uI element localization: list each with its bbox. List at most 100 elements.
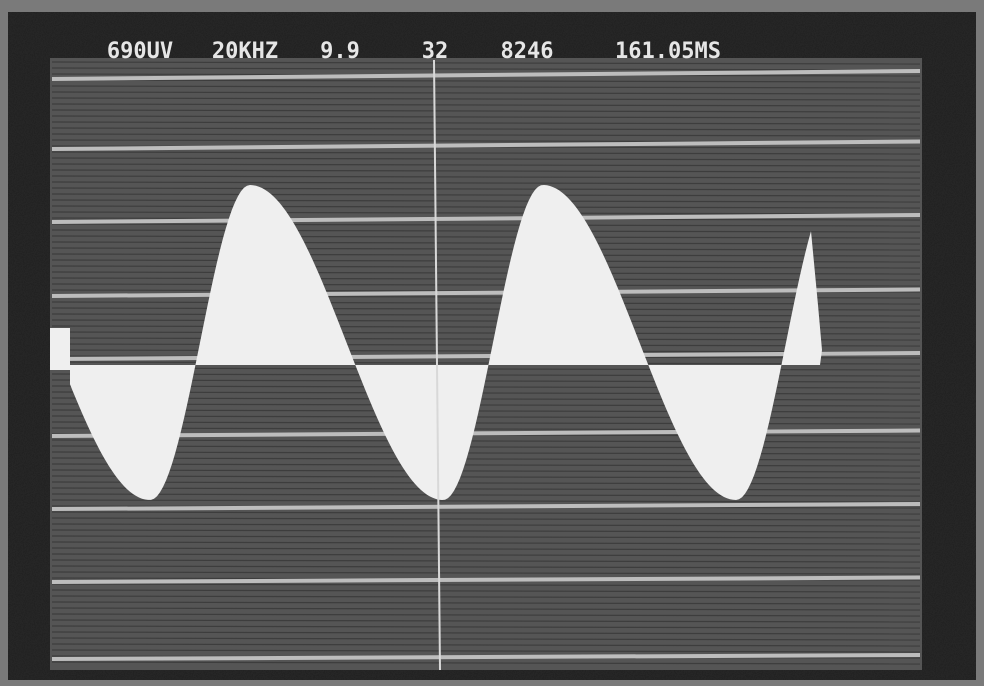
scan-line: [51, 559, 921, 563]
scan-line: [51, 283, 921, 287]
scan-line: [51, 445, 921, 449]
scan-line: [51, 325, 921, 329]
readout-value: 9.9: [320, 39, 360, 64]
scan-line: [51, 97, 921, 101]
scan-line: [51, 625, 921, 629]
graticule-line: [51, 139, 921, 151]
scan-line: [51, 349, 921, 353]
scan-line: [51, 169, 921, 173]
scan-line: [51, 523, 921, 527]
scan-line: [51, 157, 921, 161]
scan-line: [51, 475, 921, 479]
scan-line: [51, 301, 921, 305]
scan-line: [51, 253, 921, 257]
scan-line: [51, 397, 921, 401]
scan-line: [51, 241, 921, 245]
readout-count: 32: [422, 39, 449, 64]
scan-line: [51, 571, 921, 575]
scan-line: [51, 511, 921, 515]
scan-line: [51, 211, 921, 215]
scan-line: [51, 649, 921, 653]
center-line: [433, 59, 441, 671]
scan-line: [51, 589, 921, 593]
scan-line: [51, 463, 921, 467]
readout-samples: 8246: [501, 39, 554, 64]
scan-line: [51, 535, 921, 539]
graticule: [51, 69, 921, 661]
scan-line: [51, 331, 921, 335]
scan-line: [51, 277, 921, 281]
scan-line: [51, 229, 921, 233]
scan-line: [51, 403, 921, 407]
scan-line: [51, 67, 921, 71]
scan-line: [51, 187, 921, 191]
scan-line: [51, 595, 921, 599]
scan-line: [51, 619, 921, 623]
scan-line: [51, 307, 921, 311]
graticule-line: [51, 287, 921, 298]
scan-line: [51, 313, 921, 317]
scan-line: [51, 481, 921, 485]
scan-line: [51, 553, 921, 557]
scan-line: [51, 583, 921, 587]
readout-time: 161.05MS: [615, 39, 721, 64]
scan-line: [51, 79, 921, 83]
scan-line: [51, 199, 921, 203]
waveform: [70, 185, 822, 500]
graticule-line: [51, 575, 921, 584]
scan-line: [51, 193, 921, 197]
graticule-line: [51, 69, 921, 81]
scan-line: [51, 91, 921, 95]
scan-line: [51, 409, 921, 413]
waveform-start: [50, 328, 70, 370]
scan-line: [51, 85, 921, 89]
scan-line: [51, 541, 921, 545]
scan-line: [51, 451, 921, 455]
scan-line: [51, 613, 921, 617]
scan-line: [51, 175, 921, 179]
scan-line: [51, 457, 921, 461]
scan-line: [51, 493, 921, 497]
scan-line: [51, 439, 921, 443]
scan-line: [51, 343, 921, 347]
scan-line: [51, 529, 921, 533]
scan-line: [51, 259, 921, 263]
scan-line: [51, 607, 921, 611]
scan-line: [51, 265, 921, 269]
scan-line: [51, 103, 921, 107]
scan-line: [51, 421, 921, 425]
graticule-line: [51, 213, 921, 224]
scan-line: [51, 631, 921, 635]
scan-line: [51, 247, 921, 251]
graticule-line: [51, 428, 921, 438]
scan-line: [51, 163, 921, 167]
scan-line: [51, 415, 921, 419]
scan-line: [51, 115, 921, 119]
readout-frequency: 20KHZ: [212, 39, 278, 64]
graticule-line: [51, 653, 921, 661]
scan-line: [51, 487, 921, 491]
scan-line: [51, 271, 921, 275]
scan-line: [51, 337, 921, 341]
scan-line: [51, 637, 921, 641]
scan-line: [51, 121, 921, 125]
scan-line: [51, 205, 921, 209]
scan-line: [51, 223, 921, 227]
readout-voltage: 690UV: [107, 39, 173, 64]
scan-line: [51, 127, 921, 131]
scan-line: [51, 661, 921, 665]
scan-line: [51, 565, 921, 569]
scan-line: [51, 109, 921, 113]
scan-line: [51, 601, 921, 605]
scan-line: [51, 469, 921, 473]
scan-line: [51, 517, 921, 521]
scan-line: [51, 151, 921, 155]
graticule-line: [51, 351, 921, 361]
scan-line: [51, 181, 921, 185]
scan-line: [51, 235, 921, 239]
scan-line: [51, 133, 921, 137]
scan-line: [51, 61, 921, 65]
scan-line: [51, 547, 921, 551]
